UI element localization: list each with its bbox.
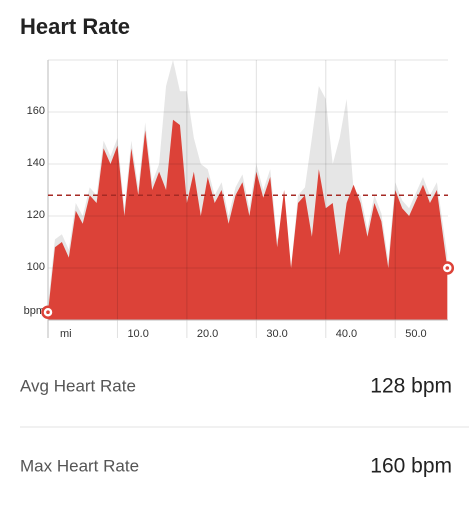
x-tick-label: 40.0 <box>336 328 357 340</box>
x-axis-label: mi <box>60 328 72 340</box>
y-tick-label: 140 <box>27 157 45 169</box>
stat-value: 160 bpm <box>370 455 452 478</box>
x-tick-label: 30.0 <box>266 328 287 340</box>
stat-label: Avg Heart Rate <box>20 376 136 395</box>
y-tick-label: 120 <box>27 209 45 221</box>
stat-value: 128 bpm <box>370 375 452 398</box>
area <box>48 119 448 320</box>
y-tick-label: 100 <box>27 261 45 273</box>
end-marker-dot <box>46 310 50 315</box>
x-tick-label: 50.0 <box>405 328 426 340</box>
y-tick-label: 160 <box>27 105 45 117</box>
end-marker-dot <box>445 266 450 270</box>
title: Heart Rate <box>20 14 130 39</box>
x-tick-label: 20.0 <box>197 328 218 340</box>
stat-label: Max Heart Rate <box>20 456 139 475</box>
y-axis-label: bpm <box>24 305 45 317</box>
x-tick-label: 10.0 <box>127 328 148 340</box>
